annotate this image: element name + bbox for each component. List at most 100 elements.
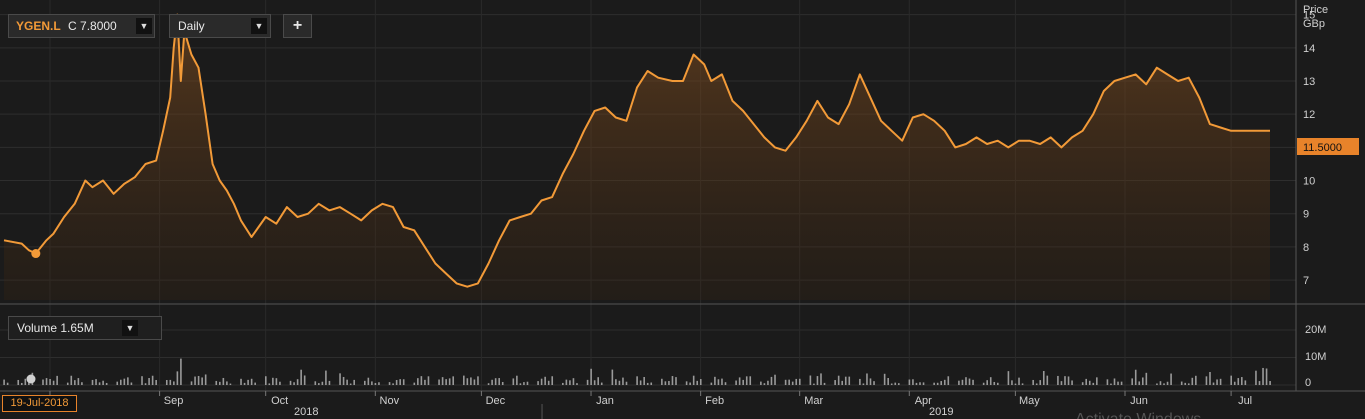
volume-bar	[1212, 382, 1215, 385]
volume-bar	[887, 378, 889, 385]
volume-bar	[844, 376, 847, 385]
month-tick-label: Sep	[164, 395, 184, 407]
volume-bar	[1195, 375, 1197, 385]
volume-bar	[890, 383, 893, 385]
volume-bar	[427, 376, 430, 385]
volume-bar	[696, 380, 699, 385]
volume-bar	[275, 378, 278, 385]
volume-bar	[413, 382, 416, 385]
chevron-down-icon[interactable]: ▼	[136, 18, 152, 34]
volume-bar	[562, 382, 564, 385]
interval-label: Daily	[178, 19, 205, 33]
volume-bar	[1230, 375, 1233, 385]
volume-bar	[745, 376, 748, 385]
volume-bar	[49, 379, 51, 385]
volume-bar	[972, 379, 974, 385]
volume-bar	[130, 382, 133, 385]
volume-bar	[141, 376, 143, 385]
volume-bar	[699, 379, 702, 385]
volume-bar	[494, 378, 497, 385]
volume-bar	[823, 382, 826, 385]
volume-bar	[738, 377, 741, 385]
volume-bar	[247, 379, 249, 385]
volume-bar	[1064, 376, 1066, 385]
volume-label: Volume 1.65M	[17, 321, 94, 335]
month-tick-label: Mar	[804, 395, 823, 407]
volume-bar	[264, 376, 267, 385]
symbol-selector[interactable]: YGEN.L C 7.8000 ▼	[8, 14, 155, 38]
volume-bar	[328, 380, 331, 385]
interval-selector[interactable]: Daily ▼	[169, 14, 271, 38]
volume-bar	[961, 379, 964, 385]
volume-bar	[194, 376, 196, 385]
volume-bar	[922, 382, 925, 385]
volume-bar	[1067, 376, 1070, 385]
volume-bar	[1057, 375, 1059, 385]
volume-bar	[767, 380, 769, 385]
volume-bar	[448, 378, 451, 385]
volume-bar	[986, 380, 988, 385]
volume-bar	[52, 380, 55, 385]
volume-bar	[293, 382, 295, 385]
volume-bar	[20, 382, 23, 385]
volume-selector[interactable]: Volume 1.65M ▼	[8, 316, 162, 340]
volume-bar	[487, 383, 490, 385]
volume-bar	[551, 376, 554, 385]
volume-bar	[968, 378, 971, 385]
volume-bar	[547, 380, 550, 385]
volume-bar	[537, 381, 539, 385]
volume-bar	[600, 382, 603, 385]
month-tick-label: Jun	[1130, 395, 1148, 407]
volume-bar	[300, 369, 302, 385]
volume-bar	[1120, 381, 1123, 385]
volume-bar	[523, 382, 525, 385]
volume-bar	[417, 378, 419, 385]
volume-bar	[1106, 379, 1109, 385]
volume-bars	[3, 358, 1271, 385]
price-area-fill	[4, 14, 1270, 300]
volume-bar	[1018, 377, 1020, 385]
volume-bar	[155, 380, 157, 385]
volume-bar	[958, 380, 960, 385]
volume-bar	[378, 382, 380, 385]
volume-bar	[912, 379, 914, 385]
volume-bar	[176, 371, 179, 385]
volume-bar	[1035, 383, 1038, 385]
volume-bar	[1159, 381, 1162, 385]
volume-bar	[760, 381, 762, 385]
volume-bar	[1138, 381, 1141, 385]
volume-bar	[540, 378, 543, 385]
chevron-down-icon[interactable]: ▼	[122, 320, 138, 336]
volume-bar	[17, 379, 20, 385]
volume-bar	[1071, 380, 1073, 385]
volume-bar	[897, 383, 900, 385]
add-indicator-button[interactable]: +	[283, 14, 312, 38]
volume-bar	[788, 379, 790, 385]
watermark-text: Activate Windows	[1075, 411, 1201, 419]
volume-bar	[943, 379, 946, 385]
volume-bar	[268, 383, 271, 385]
volume-bar	[936, 382, 939, 385]
chevron-down-icon[interactable]: ▼	[251, 18, 267, 34]
volume-bar	[1244, 380, 1247, 385]
volume-bar	[1117, 381, 1119, 385]
volume-bar	[798, 378, 801, 385]
volume-bar	[933, 382, 935, 385]
volume-bar	[1205, 376, 1208, 385]
volume-bar	[399, 379, 401, 385]
volume-bar	[650, 382, 653, 385]
volume-bar	[1156, 383, 1158, 385]
volume-bar	[1113, 378, 1116, 385]
volume-bar	[820, 373, 822, 385]
price-tick-label: 15	[1303, 10, 1315, 22]
volume-bar	[1014, 383, 1017, 385]
volume-bar	[438, 379, 440, 385]
volume-bar	[102, 380, 104, 385]
volume-bar	[1110, 383, 1112, 385]
volume-bar	[6, 382, 9, 385]
volume-bar	[353, 379, 355, 385]
volume-bar	[834, 380, 836, 385]
price-tick-label: 12	[1303, 109, 1315, 121]
volume-bar	[66, 382, 69, 385]
